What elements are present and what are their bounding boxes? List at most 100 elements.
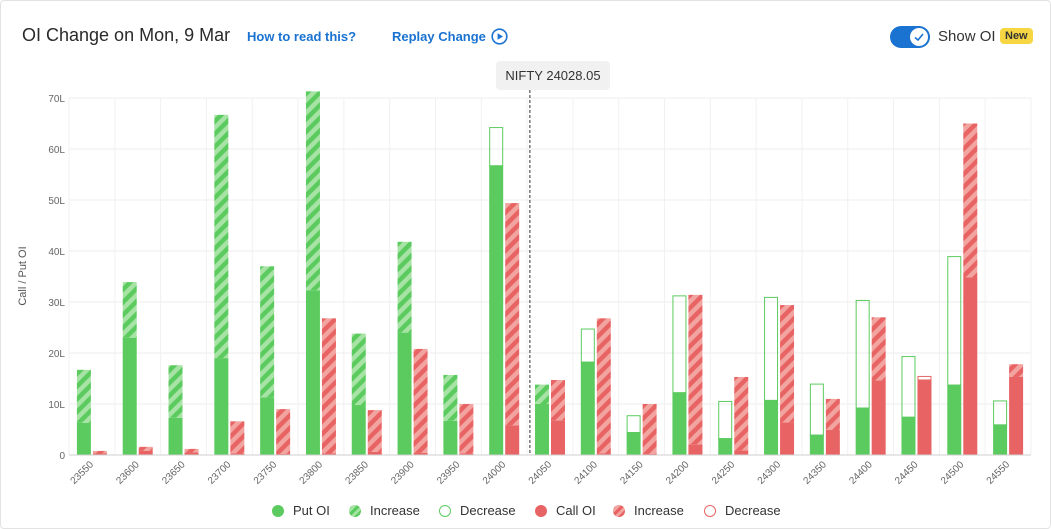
legend-put-increase[interactable]: Increase [349,503,420,518]
call-oi-bar-23900 [413,452,428,455]
x-tick-label: 23700 [206,459,234,487]
x-tick-label: 23750 [252,459,280,487]
x-tick-label: 23850 [343,459,371,487]
x-tick-label: 24250 [710,459,738,487]
show-oi-label: Show OI [938,28,996,45]
call-increase-bar-24350 [825,398,840,431]
legend-call-oi[interactable]: Call OI [535,503,596,518]
y-tick-label: 20L [48,349,65,360]
put-oi-bar-24550 [993,424,1008,455]
put-oi-bar-23600 [122,337,137,455]
show-oi-toggle[interactable] [890,26,930,48]
call-increase-bar-24150 [642,404,657,454]
call-increase-bar-23800 [321,318,336,454]
put-oi-bar-23850 [351,405,366,455]
call-oi-bar-23700 [230,453,245,455]
new-badge: New [1000,28,1033,44]
call-decrease-bar-24450 [917,375,932,381]
legend-put-increase-marker [349,504,361,517]
legend-call-decrease-label: Decrease [725,503,781,518]
legend-call-increase-label: Increase [634,503,684,518]
put-decrease-bar-24250 [718,400,733,440]
put-oi-bar-24000 [489,165,504,455]
x-tick-label: 24200 [664,459,692,487]
put-oi-bar-24150 [626,432,641,455]
legend-put-decrease-label: Decrease [460,503,516,518]
put-increase-bar-23750 [260,266,275,398]
call-oi-bar-24400 [871,380,886,455]
legend-put-decrease[interactable]: Decrease [439,503,516,518]
put-increase-bar-23650 [168,365,183,418]
x-tick-label: 23600 [114,459,142,487]
x-tick-label: 24500 [939,459,967,487]
call-oi-bar-24200 [688,444,703,455]
put-increase-bar-23900 [397,241,412,333]
spot-price-label: NIFTY 24028.05 [496,61,610,90]
put-oi-bar-24250 [718,438,733,455]
put-oi-bar-23900 [397,332,412,455]
play-circle-icon[interactable] [491,28,508,45]
put-decrease-bar-24300 [764,296,779,401]
put-decrease-bar-24100 [580,328,595,363]
how-to-read-link[interactable]: How to read this? [247,29,357,44]
call-increase-bar-24050 [551,380,565,421]
call-oi-bar-24300 [780,422,795,455]
put-oi-bar-23800 [305,290,320,455]
x-tick-label: 23550 [69,459,97,487]
legend-call-decrease[interactable]: Decrease [704,503,781,518]
call-increase-bar-23600 [138,446,153,451]
call-oi-bar-24000 [505,425,520,455]
legend-call-increase-marker [613,504,625,517]
put-increase-bar-23800 [305,91,320,291]
legend-put-oi[interactable]: Put OI [272,503,330,518]
put-oi-bar-23700 [214,358,229,455]
put-decrease-bar-24000 [489,127,504,167]
call-increase-bar-24550 [1009,364,1024,377]
put-oi-bar-23750 [260,397,275,455]
y-tick-label: 0 [59,451,65,462]
put-oi-bar-24050 [535,404,549,455]
oi-chart: 0 10L 20L 30L 40L 50L 60L 70L Call / Put OI 23550… [17,90,1032,487]
x-tick-label: 24350 [802,459,830,487]
put-decrease-bar-24400 [855,299,870,409]
chart-legend: Put OI Increase Decrease Call OI Increas… [1,501,1051,519]
call-increase-bar-23750 [276,409,291,454]
put-oi-bar-23950 [443,420,458,455]
x-tick-label: 23950 [435,459,463,487]
put-decrease-bar-24150 [626,415,641,434]
x-tick-label: 23650 [160,459,188,487]
x-tick-label: 24550 [985,459,1013,487]
legend-put-oi-label: Put OI [293,503,330,518]
chart-title: OI Change on Mon, 9 Mar [22,25,231,45]
call-increase-bar-23650 [184,448,199,453]
y-tick-label: 60L [48,145,65,156]
call-oi-bar-24100 [596,453,611,455]
call-oi-bar-23750 [276,453,291,455]
legend-call-increase[interactable]: Increase [613,503,684,518]
replay-change-link[interactable]: Replay Change [392,29,486,44]
put-oi-bar-24450 [901,416,916,455]
put-increase-bar-23600 [122,282,137,338]
call-increase-bar-24400 [871,317,886,381]
legend-put-increase-label: Increase [370,503,420,518]
call-oi-bar-24150 [642,453,657,455]
x-tick-label: 24300 [756,459,784,487]
call-oi-bar-23800 [321,453,336,455]
toggle-knob [910,28,928,46]
put-increase-bar-23550 [76,369,91,423]
y-tick-label: 70L [48,94,65,105]
put-decrease-bar-24550 [993,400,1008,426]
put-oi-bar-24400 [855,407,870,455]
put-decrease-bar-24500 [947,256,962,386]
put-increase-bar-23950 [443,374,458,421]
put-oi-bar-23650 [168,417,183,455]
x-tick-label: 24400 [847,459,875,487]
call-increase-bar-23700 [230,421,245,454]
call-increase-bar-24300 [780,305,795,423]
x-tick-label: 24100 [572,459,600,487]
legend-put-decrease-marker [439,504,451,517]
put-oi-bar-24200 [672,392,687,455]
call-oi-bar-24350 [825,430,840,455]
put-increase-bar-24050 [535,384,549,404]
